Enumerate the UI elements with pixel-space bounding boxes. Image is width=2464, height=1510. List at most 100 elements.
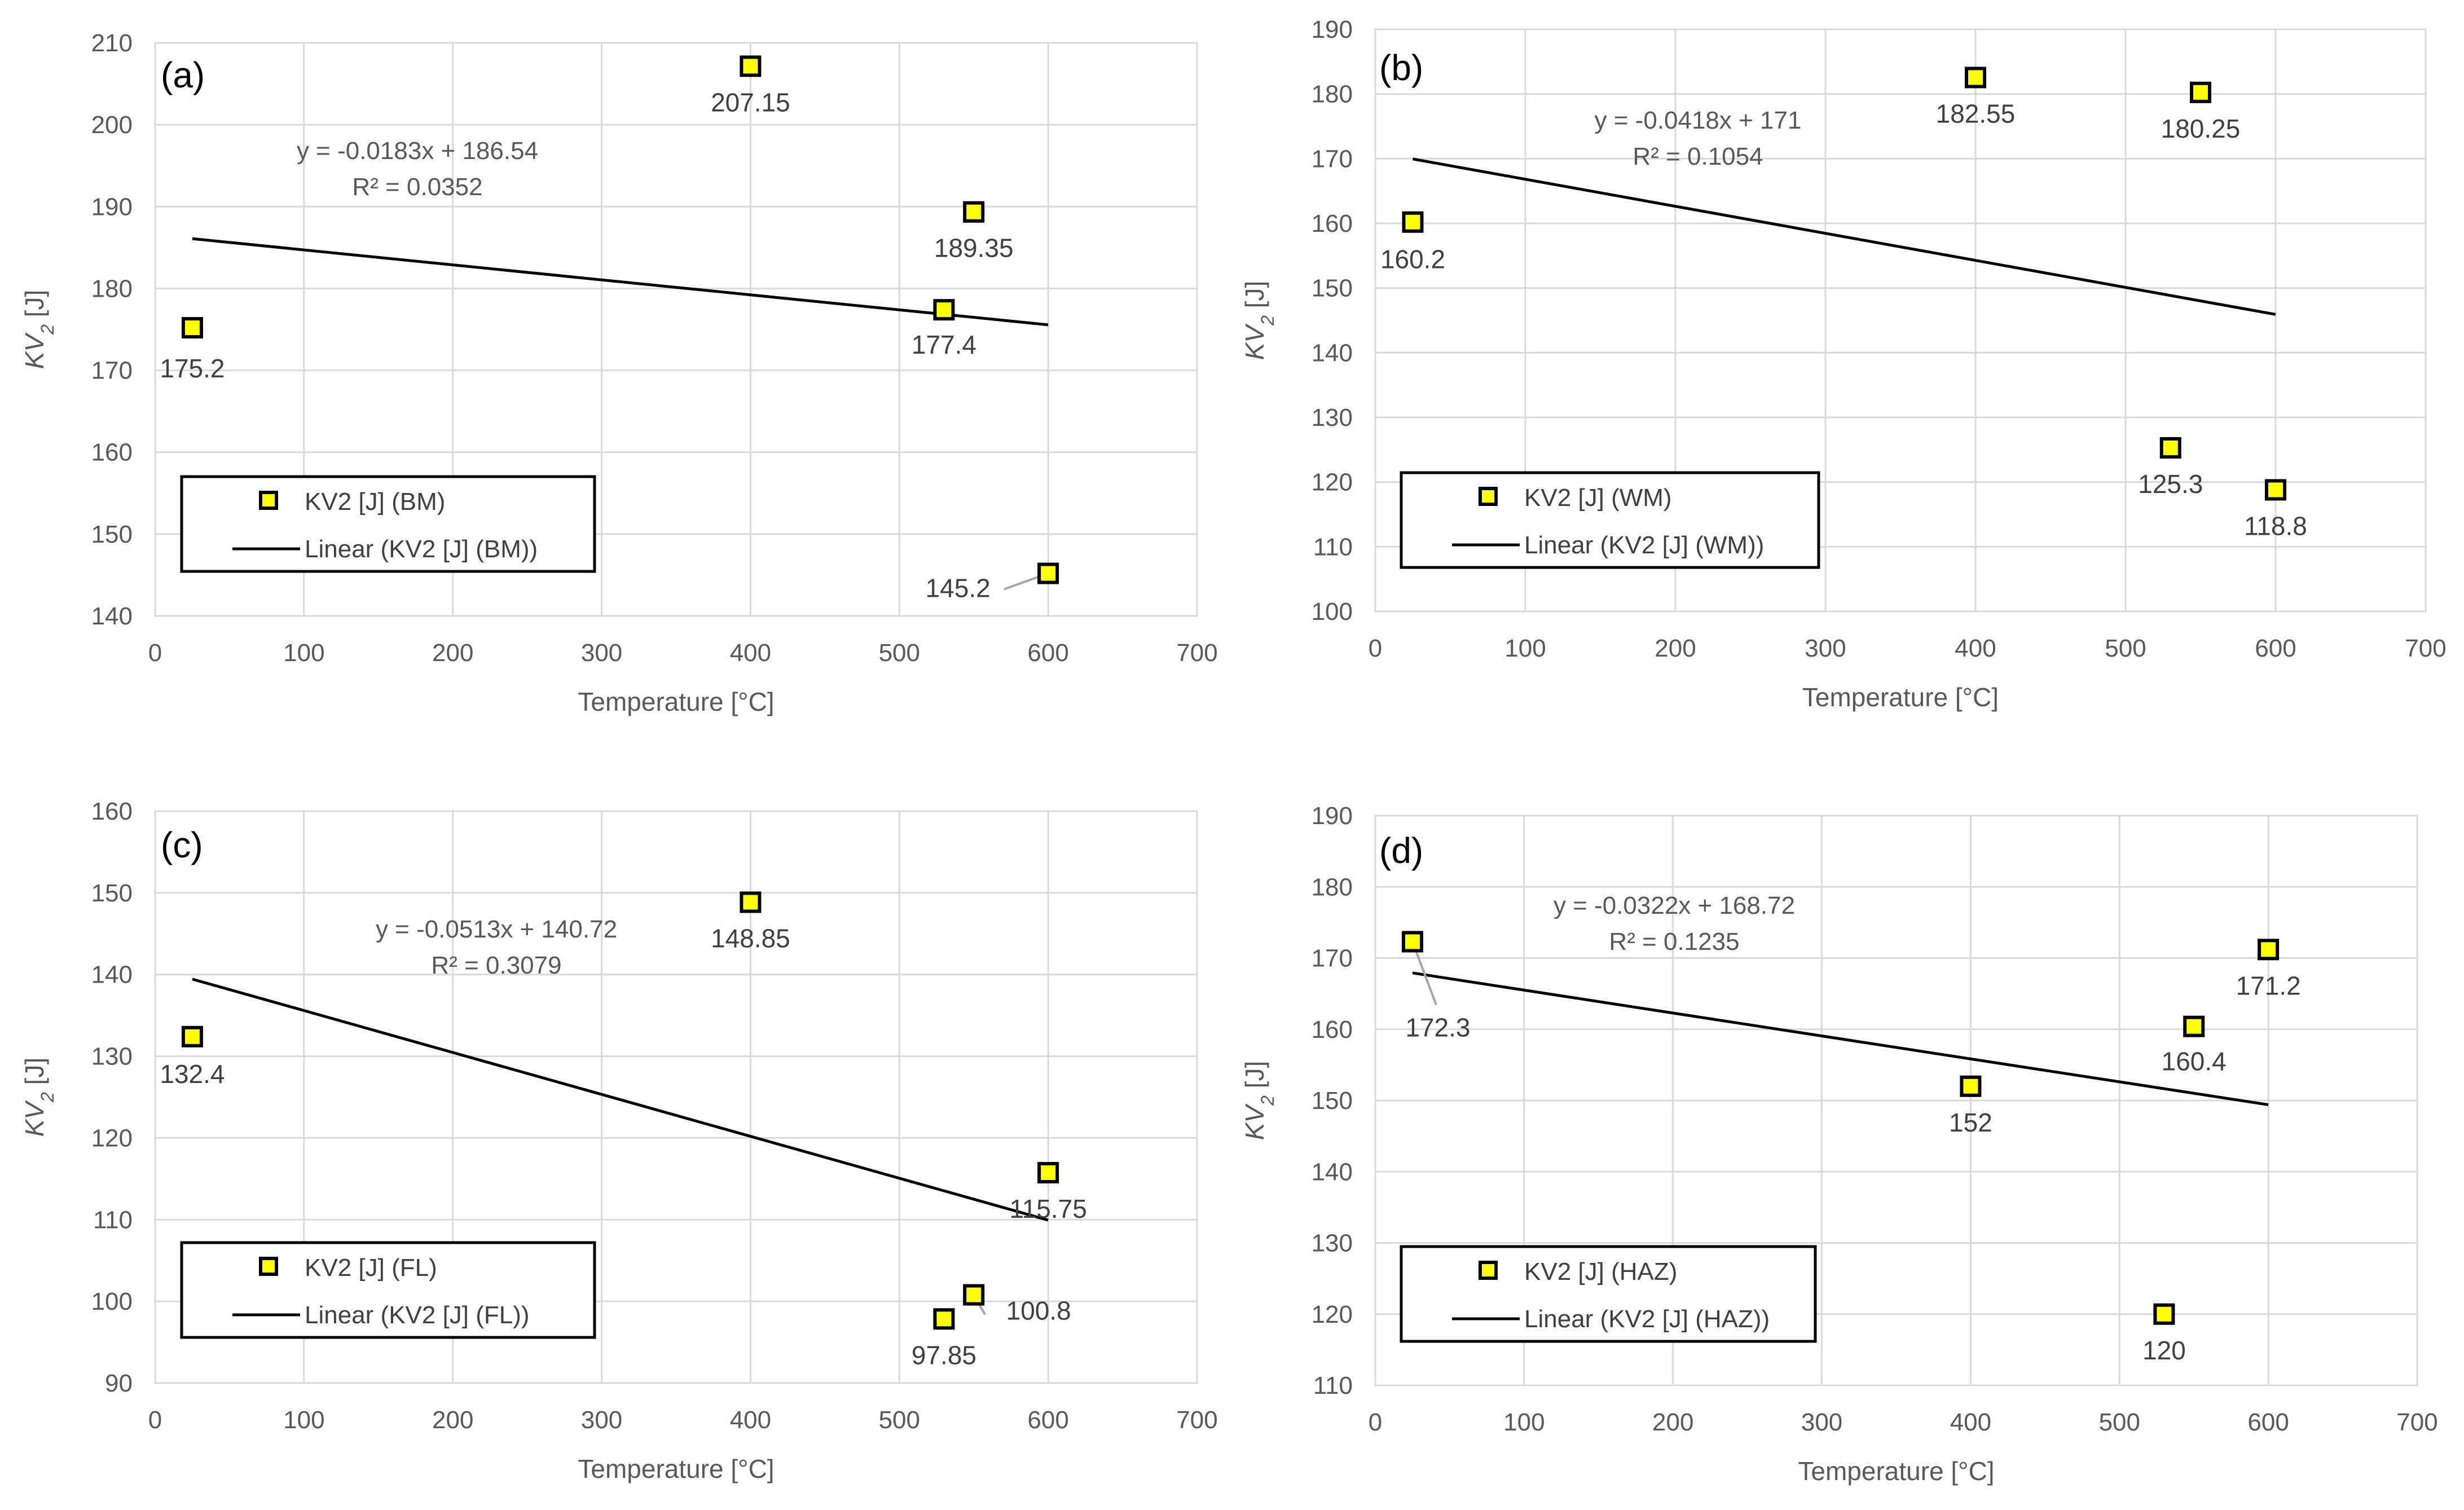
trendline: [1413, 157, 2276, 316]
y-tick-label: 190: [1312, 802, 1353, 830]
legend-label-series: KV2 [J] (WM): [1524, 484, 1672, 512]
y-tick-label: 150: [91, 879, 133, 907]
x-tick-label: 200: [432, 1406, 473, 1434]
legend-label-series: KV2 [J] (FL): [305, 1254, 437, 1282]
y-tick-label: 150: [1312, 1087, 1353, 1115]
data-label: 177.4: [912, 330, 976, 359]
data-label: 175.2: [160, 354, 225, 383]
data-label: 207.15: [711, 87, 790, 117]
data-label: 148.85: [711, 924, 790, 953]
y-tick-label: 170: [1312, 145, 1353, 173]
y-axis-title: KV2 [J]: [1240, 281, 1278, 360]
x-axis-title: Temperature [°C]: [1798, 1456, 1994, 1486]
data-point: [2190, 81, 2211, 103]
data-label: 118.8: [2244, 511, 2307, 540]
y-tick-label: 140: [1312, 1158, 1353, 1186]
y-tick-label: 170: [1312, 945, 1353, 972]
data-point: [1037, 562, 1059, 584]
x-tick-label: 600: [1027, 639, 1068, 667]
data-point: [1037, 1161, 1059, 1183]
y-axis-title: KV2 [J]: [20, 290, 58, 369]
data-label: 171.2: [2236, 971, 2301, 1000]
x-tick-label: 0: [1369, 635, 1382, 662]
y-tick-label: 160: [1312, 1016, 1353, 1044]
legend-marker: [259, 1257, 278, 1276]
y-tick-label: 100: [91, 1288, 133, 1315]
y-tick-label: 130: [1312, 1230, 1353, 1257]
legend-box: [1400, 1245, 1817, 1343]
legend: KV2 [J] (HAZ) Linear (KV2 [J] (HAZ)): [1400, 1245, 1817, 1343]
data-point: [933, 299, 955, 321]
data-label: 125.3: [2138, 469, 2203, 499]
y-tick-label: 160: [91, 798, 133, 825]
data-label: 145.2: [926, 574, 991, 603]
x-tick-label: 100: [283, 1406, 324, 1434]
legend-label-series: KV2 [J] (BM): [305, 488, 445, 516]
y-tick-label: 140: [91, 602, 133, 630]
legend-box: [1400, 471, 1820, 569]
legend: KV2 [J] (BM) Linear (KV2 [J] (BM)): [180, 475, 596, 573]
y-axis-title: KV2 [J]: [20, 1058, 58, 1137]
data-label: 115.75: [1010, 1194, 1087, 1223]
data-point: [2153, 1303, 2175, 1325]
x-tick-label: 400: [1955, 635, 1996, 662]
x-tick-label: 400: [1950, 1408, 1991, 1436]
data-point: [963, 201, 985, 223]
y-tick-label: 90: [105, 1370, 133, 1397]
x-tick-label: 300: [1805, 635, 1846, 662]
data-point: [1401, 931, 1423, 953]
data-label: 100.8: [1006, 1296, 1071, 1326]
x-tick-label: 100: [1503, 1408, 1545, 1436]
legend-label-trendline: Linear (KV2 [J] (BM)): [305, 535, 538, 563]
x-tick-label: 500: [2105, 635, 2146, 662]
x-tick-label: 400: [730, 639, 771, 667]
y-tick-label: 120: [1312, 1301, 1353, 1328]
legend-label-trendline: Linear (KV2 [J] (FL)): [305, 1301, 530, 1329]
data-label: 160.2: [1380, 245, 1445, 274]
legend-box: [180, 475, 596, 573]
x-tick-label: 500: [2099, 1408, 2140, 1436]
data-label: 160.4: [2162, 1047, 2227, 1076]
x-tick-label: 500: [879, 1406, 920, 1434]
y-tick-label: 190: [1312, 16, 1353, 43]
y-tick-label: 110: [1313, 533, 1353, 561]
y-tick-label: 120: [1312, 469, 1353, 496]
y-tick-label: 130: [1312, 404, 1353, 432]
legend-label-trendline: Linear (KV2 [J] (HAZ)): [1524, 1305, 1770, 1333]
data-point: [2258, 939, 2280, 961]
chart-panel-b: 100 110 120 130 140 150 160 170 180 190 0 100 200 300…: [1240, 16, 2447, 712]
y-tick-label: 110: [93, 1206, 133, 1234]
x-tick-label: 600: [1027, 1406, 1068, 1434]
y-tick-label: 130: [91, 1043, 133, 1071]
data-point: [2265, 479, 2286, 501]
legend: KV2 [J] (FL) Linear (KV2 [J] (FL)): [180, 1241, 596, 1339]
y-tick-label: 180: [1312, 873, 1353, 901]
x-tick-label: 700: [2405, 635, 2446, 662]
data-label: 189.35: [934, 234, 1014, 263]
chart-panel-c: 90 100 110 120 130 140 150 160 0 100 200 300 400 500 6…: [20, 798, 1218, 1483]
x-tick-label: 0: [1369, 1408, 1382, 1436]
y-tick-label: 180: [91, 275, 133, 302]
y-tick-label: 140: [1312, 339, 1353, 367]
data-point: [963, 1284, 985, 1306]
trendline-equation: y = -0.0513x + 140.72: [376, 915, 617, 943]
y-tick-label: 200: [91, 111, 133, 139]
panel-label: (c): [161, 825, 203, 865]
trendline-r-squared: R² = 0.3079: [431, 952, 561, 979]
x-tick-label: 700: [1176, 1406, 1217, 1434]
y-tick-label: 160: [91, 439, 133, 466]
panel-label: (b): [1379, 47, 1423, 88]
x-axis-title: Temperature [°C]: [1802, 683, 1999, 712]
y-axis-title: KV2 [J]: [1240, 1061, 1278, 1141]
data-point: [2159, 437, 2181, 459]
legend-marker: [1479, 1261, 1498, 1280]
legend-label-trendline: Linear (KV2 [J] (WM)): [1524, 531, 1764, 559]
trendline: [192, 237, 1049, 327]
trendline-equation: y = -0.0322x + 168.72: [1554, 892, 1795, 919]
legend-label-series: KV2 [J] (HAZ): [1524, 1258, 1677, 1286]
y-tick-label: 160: [1312, 210, 1353, 237]
x-tick-label: 300: [581, 639, 622, 667]
x-tick-label: 600: [2255, 635, 2296, 662]
x-tick-label: 200: [1655, 635, 1696, 662]
data-label: 97.85: [912, 1340, 976, 1370]
